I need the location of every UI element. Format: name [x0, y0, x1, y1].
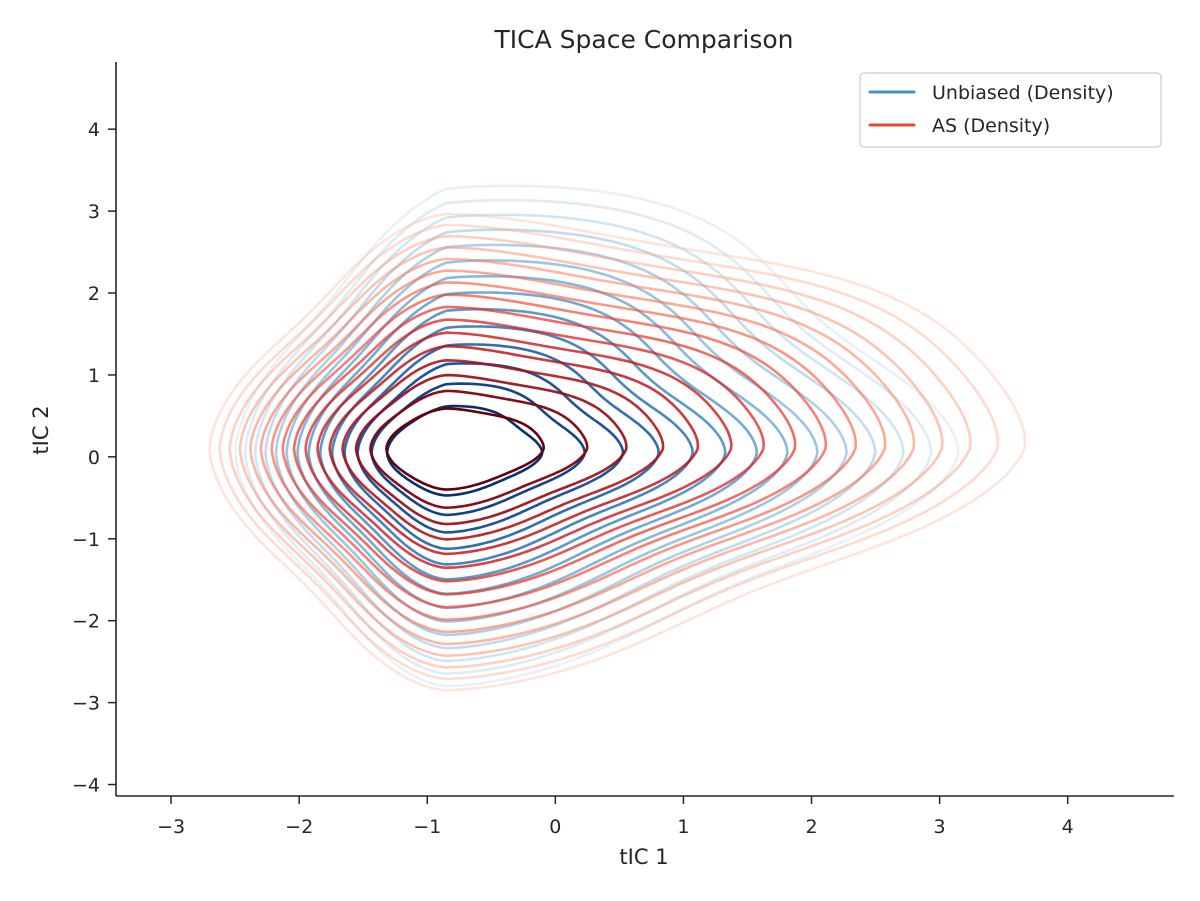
- x-tick-label: 4: [1062, 816, 1074, 838]
- y-tick-label: 3: [88, 201, 100, 223]
- legend-frame: [859, 72, 1162, 148]
- as-density-contour: [385, 407, 546, 491]
- y-tick-label: −2: [72, 611, 100, 633]
- as-density-contour: [248, 257, 916, 646]
- x-tick-label: 3: [934, 816, 946, 838]
- x-tick-label: 1: [677, 816, 689, 838]
- chart-title: TICA Space Comparison: [494, 25, 794, 54]
- as-density-contour: [259, 269, 887, 634]
- y-tick-label: 0: [88, 447, 100, 469]
- as-density-contour: [281, 293, 828, 609]
- unbiased-density-contour: [243, 198, 933, 676]
- as-density-contour: [328, 344, 700, 556]
- unbiased-density-contour: [330, 325, 695, 566]
- x-tick-label: 2: [805, 816, 817, 838]
- as-density-contour: [208, 212, 1027, 692]
- as-density-contour: [341, 358, 665, 541]
- y-tick-label: −1: [72, 529, 100, 551]
- unbiased-density-contour: [370, 382, 587, 517]
- y-tick-label: −3: [72, 693, 100, 715]
- unbiased-density-contour: [307, 291, 759, 596]
- contour-layer: [208, 184, 1027, 692]
- y-axis-label: tIC 2: [29, 405, 53, 454]
- as-density-contour: [292, 305, 797, 596]
- x-tick-label: −3: [157, 816, 185, 838]
- unbiased-density-contour: [296, 275, 789, 610]
- as-density-contour: [354, 373, 628, 526]
- unbiased-density-contour: [264, 228, 877, 650]
- y-tick-label: −4: [72, 775, 100, 797]
- x-tick-label: 0: [549, 816, 561, 838]
- x-axis-label: tIC 1: [619, 845, 668, 869]
- as-density-contour: [369, 389, 589, 510]
- unbiased-density-contour: [274, 243, 849, 637]
- legend-as-label: AS (Density): [932, 115, 1050, 137]
- x-tick-label: −2: [285, 816, 313, 838]
- legend-unbiased-label: Unbiased (Density): [932, 82, 1114, 104]
- y-tick-label: 1: [88, 365, 100, 387]
- as-density-contour: [228, 234, 972, 669]
- as-density-contour: [218, 223, 1000, 681]
- y-tick-label: 4: [88, 119, 100, 141]
- legend: Unbiased (Density) AS (Density): [859, 72, 1162, 148]
- y-ticks: −4 −3 −2 −1 0 1 2 3 4: [72, 119, 116, 797]
- as-density-contour: [270, 281, 858, 622]
- as-density-contour: [304, 318, 766, 583]
- as-density-contour: [316, 331, 733, 570]
- unbiased-density-contour: [233, 184, 960, 688]
- y-tick-label: 2: [88, 283, 100, 305]
- x-ticks: −3 −2 −1 0 1 2 3 4: [157, 796, 1074, 838]
- x-tick-label: −1: [413, 816, 441, 838]
- unbiased-density-contour: [343, 343, 661, 551]
- unbiased-density-contour: [385, 404, 544, 497]
- as-density-contour: [238, 246, 944, 658]
